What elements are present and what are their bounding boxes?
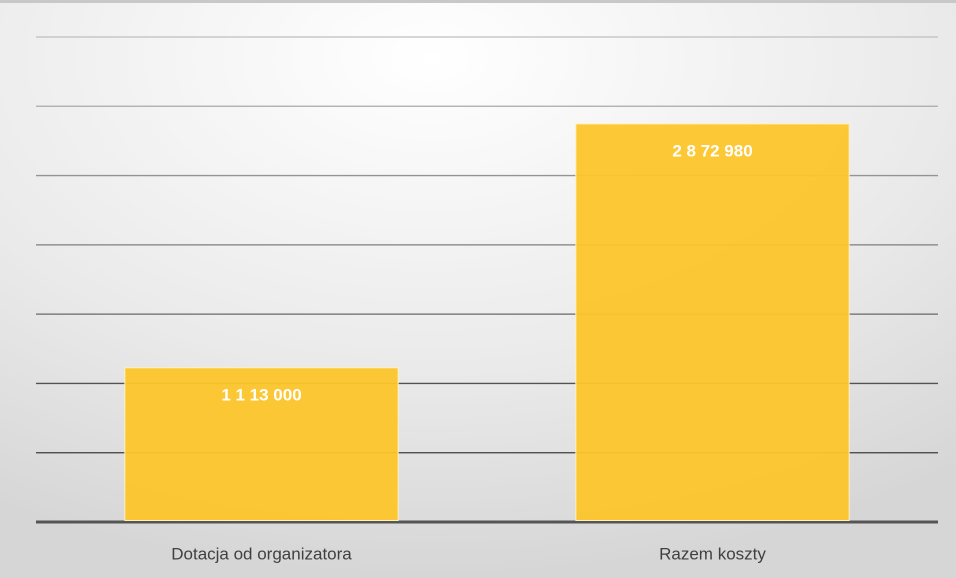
x-tick-label: Razem koszty [659,544,766,563]
bar [124,367,399,521]
x-tick-label: Dotacja od organizatora [171,544,352,563]
bar [575,123,850,521]
data-label: 1 1 13 000 [221,385,301,404]
data-label: 2 8 72 980 [672,141,752,160]
